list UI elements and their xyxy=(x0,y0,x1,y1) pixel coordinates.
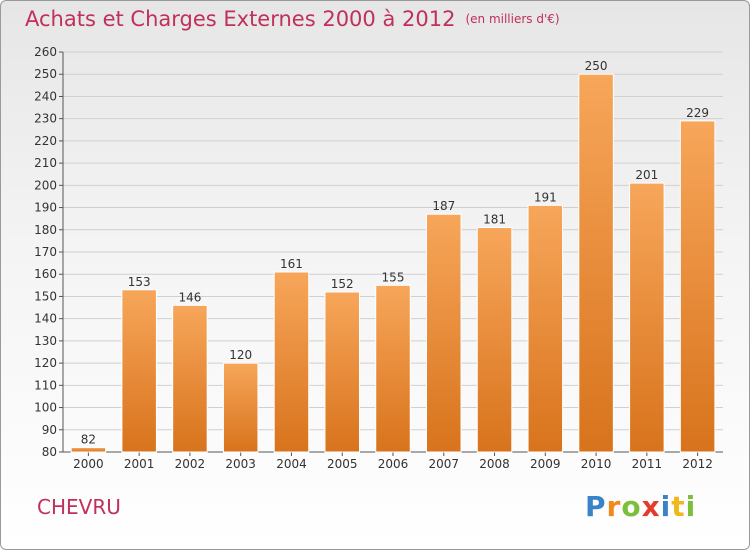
bar xyxy=(375,284,411,453)
y-tick-label: 220 xyxy=(34,134,57,148)
x-tick-label: 2010 xyxy=(581,457,612,471)
logo-letter: x xyxy=(641,490,661,523)
y-tick-label: 160 xyxy=(34,267,57,281)
data-label: 201 xyxy=(635,168,658,182)
x-tick-label: 2011 xyxy=(632,457,663,471)
y-tick-label: 110 xyxy=(34,378,57,392)
y-tick-label: 230 xyxy=(34,112,57,126)
data-label: 181 xyxy=(483,213,506,227)
y-tick-label: 250 xyxy=(34,67,57,81)
bar xyxy=(121,289,157,453)
data-label: 153 xyxy=(128,275,151,289)
chart-title: Achats et Charges Externes 2000 à 2012 (e… xyxy=(25,7,560,31)
x-tick-label: 2012 xyxy=(682,457,713,471)
bar xyxy=(679,120,716,453)
y-tick-label: 90 xyxy=(42,423,57,437)
data-label: 120 xyxy=(229,348,252,362)
logo-letter: t xyxy=(671,490,686,523)
bar xyxy=(172,304,208,453)
x-tick-label: 2009 xyxy=(530,457,561,471)
y-tick-label: 190 xyxy=(34,201,57,215)
y-tick-label: 120 xyxy=(34,356,57,370)
data-label: 82 xyxy=(81,433,96,447)
y-tick-label: 180 xyxy=(34,223,57,237)
y-tick-label: 80 xyxy=(42,445,57,459)
data-label: 161 xyxy=(280,257,303,271)
y-tick-label: 130 xyxy=(34,334,57,348)
x-tick-label: 2000 xyxy=(73,457,104,471)
logo-letter: i xyxy=(660,490,672,523)
x-tick-label: 2001 xyxy=(124,457,155,471)
bar xyxy=(629,182,665,453)
data-label: 187 xyxy=(432,199,455,213)
logo-letter: P xyxy=(585,490,607,523)
y-tick-label: 170 xyxy=(34,245,57,259)
data-label: 191 xyxy=(534,190,557,204)
y-tick-label: 150 xyxy=(34,289,57,303)
data-labels: 82 153 146 120 161 152 155 187 181 191 250 201 229 xyxy=(81,59,709,446)
chart-title-text: Achats et Charges Externes 2000 à 2012 xyxy=(25,7,456,31)
y-tick-label: 210 xyxy=(34,156,57,170)
chart-unit: (en milliers d'€) xyxy=(465,12,560,26)
axes: 80 90 100 110 120 130 140 150 160 170 180 190 200 210… xyxy=(34,45,723,471)
logo-letter: r xyxy=(606,490,622,523)
commune-name: CHEVRU xyxy=(37,495,121,519)
data-label: 152 xyxy=(331,277,354,291)
logo-letter: i xyxy=(685,490,697,523)
x-tick-label: 2003 xyxy=(225,457,256,471)
logo-letter: o xyxy=(621,490,642,523)
x-tick-label: 2008 xyxy=(479,457,510,471)
bar xyxy=(578,73,614,453)
bar xyxy=(527,204,564,453)
bar xyxy=(324,291,360,453)
x-tick-label: 2005 xyxy=(327,457,358,471)
y-tick-label: 240 xyxy=(34,89,57,103)
bars xyxy=(70,73,716,453)
x-tick-label: 2004 xyxy=(276,457,307,471)
x-tick-label: 2007 xyxy=(428,457,459,471)
data-label: 146 xyxy=(178,290,201,304)
bar xyxy=(222,362,259,453)
y-tick-label: 140 xyxy=(34,312,57,326)
y-tick-label: 200 xyxy=(34,178,57,192)
x-tick-label: 2006 xyxy=(378,457,409,471)
proxiti-logo: Proxiti xyxy=(585,490,696,523)
bar xyxy=(70,447,107,453)
data-label: 155 xyxy=(382,270,405,284)
bar xyxy=(426,213,462,453)
x-tick-label: 2002 xyxy=(175,457,206,471)
y-tick-label: 100 xyxy=(34,401,57,415)
data-label: 250 xyxy=(585,59,608,73)
y-tick-label: 260 xyxy=(34,45,57,59)
bar xyxy=(476,227,513,453)
data-label: 229 xyxy=(686,106,709,120)
bar xyxy=(273,271,310,453)
